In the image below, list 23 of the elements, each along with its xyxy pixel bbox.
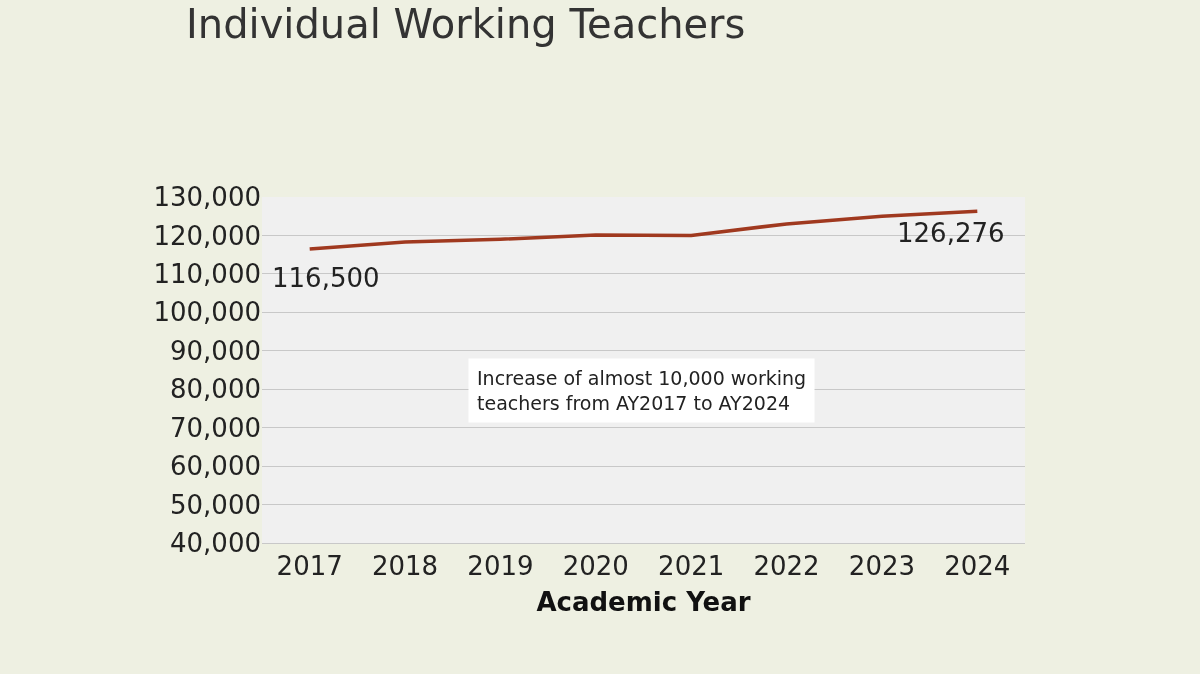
y-tick-label: 130,000 [153,182,261,213]
annotation: Increase of almost 10,000 working teachers from AY2017 to AY2024 [477,367,807,414]
y-tick-label: 60,000 [170,451,261,482]
x-tick-label: 2019 [467,551,534,582]
y-tick-label: 70,000 [170,412,261,443]
y-tick-label: 90,000 [170,335,261,366]
x-tick-label: 2021 [658,551,725,582]
y-tick-label: 50,000 [170,489,261,520]
data-label: 126,276 [897,218,1005,248]
y-tick-label: 80,000 [170,374,261,405]
x-tick-label: 2020 [562,551,629,582]
x-tick-label: 2022 [753,551,820,582]
x-tick-label: 2024 [944,551,1011,582]
y-tick-label: 110,000 [153,258,261,289]
x-tick-label: 2017 [276,551,343,582]
x-tick-label: 2018 [371,551,439,582]
data-label: 116,500 [272,263,380,293]
x-tick-label: 2023 [848,551,916,582]
y-tick-label: 40,000 [170,528,261,559]
y-tick-label: 100,000 [153,297,261,328]
chart-title: Individual Working Teachers [186,1,746,48]
y-tick-label: 120,000 [153,220,261,251]
x-axis-title: Academic Year [536,586,751,617]
